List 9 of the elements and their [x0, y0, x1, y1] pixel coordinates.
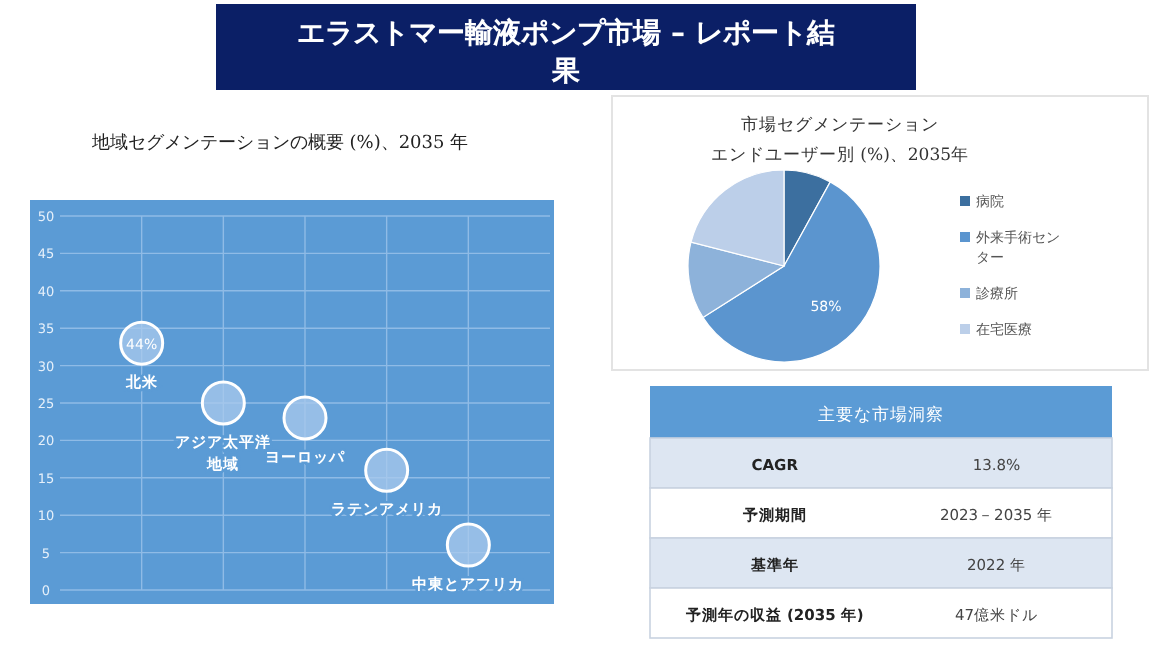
point: [445, 522, 491, 568]
point: [364, 447, 410, 493]
text: 主要な市場洞察: [818, 404, 944, 426]
chart-subtitle: 地域セグメンテーションの概要 (%)、2035 年: [89, 132, 469, 154]
point: [282, 395, 328, 441]
chart-subtitle: エンドユーザー別 (%)、2035年: [710, 144, 970, 166]
point: [200, 380, 246, 426]
chart-title: エラストマー輸液ポンプ市場 – レポート結果: [297, 16, 835, 88]
chart-title: 市場セグメンテーション: [741, 114, 939, 136]
